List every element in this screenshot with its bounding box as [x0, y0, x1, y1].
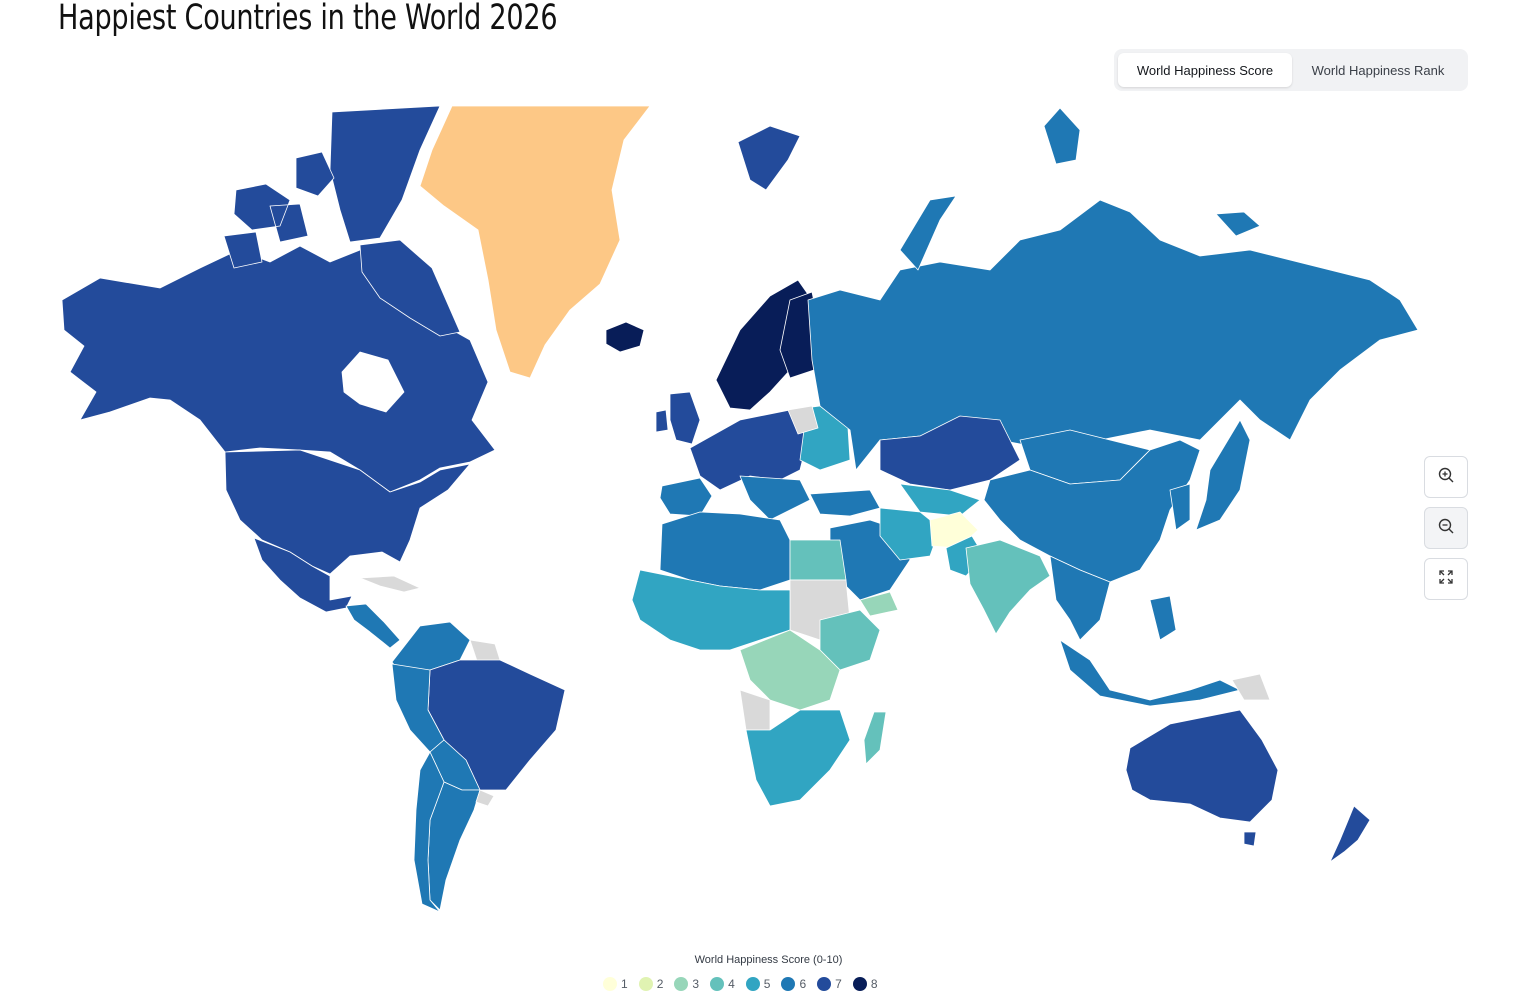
- region-korea-japan[interactable]: [1169, 419, 1251, 531]
- legend-item-2[interactable]: 2: [638, 977, 664, 991]
- region-baffin-island[interactable]: [359, 239, 461, 337]
- region-mexico[interactable]: [253, 537, 353, 613]
- legend-swatch: [852, 977, 867, 991]
- legend: 1 2 3 4 5 6 7 8: [603, 977, 889, 991]
- legend-swatch: [603, 977, 617, 991]
- region-turkey[interactable]: [809, 489, 881, 517]
- legend-item-3[interactable]: 3: [674, 977, 699, 991]
- region-canada[interactable]: [61, 245, 496, 493]
- metric-toggle: World Happiness Score World Happiness Ra…: [1114, 49, 1468, 91]
- region-italy-balkans[interactable]: [739, 475, 811, 521]
- region-india[interactable]: [965, 539, 1051, 635]
- world-map[interactable]: [0, 100, 1537, 940]
- fullscreen-button[interactable]: [1424, 558, 1468, 600]
- zoom-in-icon: [1437, 466, 1455, 489]
- tab-world-happiness-rank[interactable]: World Happiness Rank: [1311, 62, 1445, 78]
- region-cuba[interactable]: [359, 575, 421, 593]
- region-iberia[interactable]: [659, 477, 713, 517]
- legend-label: 2: [656, 977, 664, 991]
- legend-title: World Happiness Score (0-10): [694, 954, 843, 966]
- region-united-states[interactable]: [224, 449, 471, 575]
- region-papua[interactable]: [1231, 673, 1271, 701]
- legend-item-4[interactable]: 4: [710, 977, 735, 991]
- region-indonesia[interactable]: [1059, 639, 1241, 707]
- legend-item-7[interactable]: 7: [817, 977, 842, 991]
- region-egypt[interactable]: [789, 539, 847, 581]
- legend-item-1[interactable]: 1: [603, 977, 628, 991]
- region-central-america[interactable]: [345, 603, 401, 649]
- region-australia[interactable]: [1125, 709, 1279, 823]
- legend-item-8[interactable]: 8: [852, 977, 878, 991]
- region-uk-ireland[interactable]: [655, 391, 701, 445]
- legend-item-6[interactable]: 6: [781, 977, 806, 991]
- region-russia[interactable]: [807, 199, 1419, 471]
- region-philippines[interactable]: [1149, 595, 1177, 641]
- region-chile[interactable]: [413, 751, 445, 913]
- zoom-out-button[interactable]: [1424, 507, 1468, 549]
- legend-label: 6: [799, 977, 807, 991]
- legend-swatch: [817, 977, 832, 991]
- region-western-europe[interactable]: [689, 409, 811, 491]
- region-new-zealand[interactable]: [1329, 805, 1371, 863]
- region-central-africa[interactable]: [739, 629, 841, 711]
- legend-swatch: [745, 977, 760, 991]
- region-yemen[interactable]: [859, 591, 899, 617]
- region-uruguay[interactable]: [475, 789, 495, 807]
- legend-label: 7: [835, 977, 842, 991]
- region-svalbard[interactable]: [737, 125, 801, 191]
- region-canada-islands[interactable]: [329, 105, 441, 243]
- legend-label: 1: [621, 977, 628, 991]
- region-madagascar[interactable]: [863, 711, 887, 765]
- legend-swatch: [781, 977, 796, 991]
- region-southern-africa[interactable]: [745, 709, 851, 807]
- region-greenland[interactable]: [419, 105, 651, 379]
- choropleth-map-svg[interactable]: [0, 100, 1537, 940]
- legend-item-5[interactable]: 5: [745, 977, 771, 991]
- region-hudson-bay: [341, 351, 405, 413]
- region-china[interactable]: [983, 439, 1201, 583]
- legend-label: 5: [763, 977, 771, 991]
- region-iran[interactable]: [879, 507, 941, 561]
- page-title: Happiest Countries in the World 2026: [58, 0, 558, 38]
- legend-swatch: [674, 977, 689, 991]
- legend-label: 8: [870, 977, 878, 991]
- region-siberian-islands[interactable]: [1043, 107, 1261, 237]
- region-tasmania[interactable]: [1243, 831, 1257, 847]
- legend-label: 3: [692, 977, 700, 991]
- legend-swatch: [710, 977, 725, 991]
- region-central-asia[interactable]: [899, 483, 981, 517]
- region-belarus[interactable]: [787, 405, 819, 435]
- region-kazakhstan[interactable]: [879, 415, 1021, 491]
- region-west-africa[interactable]: [631, 569, 791, 651]
- region-southeast-asia[interactable]: [1049, 555, 1111, 641]
- region-iceland[interactable]: [605, 321, 645, 353]
- legend-swatch: [638, 977, 653, 991]
- region-novaya-zemlya[interactable]: [899, 195, 957, 271]
- zoom-out-icon: [1437, 517, 1455, 540]
- tab-world-happiness-score[interactable]: World Happiness Score: [1118, 53, 1292, 87]
- zoom-in-button[interactable]: [1424, 456, 1468, 498]
- legend-label: 4: [728, 977, 735, 991]
- fullscreen-icon: [1437, 568, 1455, 591]
- region-arctic-islands[interactable]: [223, 151, 335, 269]
